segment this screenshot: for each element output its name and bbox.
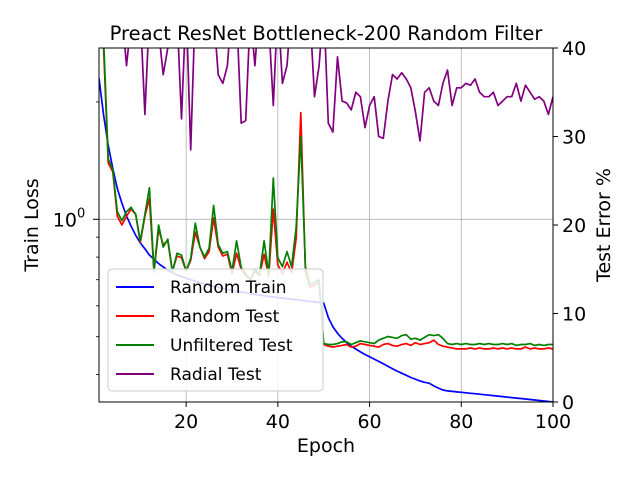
- series-line-unfiltered-test: [103, 48, 553, 347]
- x-tick-label: 40: [266, 411, 290, 433]
- right-tick-label: 0: [562, 392, 574, 414]
- right-tick-label: 40: [562, 38, 586, 60]
- left-axis-label: Train Loss: [21, 178, 43, 272]
- x-tick-label: 60: [357, 411, 381, 433]
- right-axis-label: Test Error %: [593, 168, 615, 283]
- x-axis: 20 40 60 80 100: [174, 402, 571, 433]
- x-axis-label: Epoch: [297, 435, 355, 457]
- legend-entry: Radial Test: [170, 365, 262, 385]
- x-tick-label: 100: [535, 411, 571, 433]
- x-tick-label: 20: [174, 411, 198, 433]
- legend-entry: Unfiltered Test: [170, 336, 293, 356]
- left-axis: 100: [53, 101, 99, 375]
- right-tick-label: 30: [562, 127, 586, 149]
- legend-box: [107, 268, 324, 392]
- legend-entry: Random Test: [170, 307, 280, 327]
- right-axis: 0 10 20 30 40: [553, 38, 586, 414]
- right-tick-label: 20: [562, 215, 586, 237]
- chart-title: Preact ResNet Bottleneck-200 Random Filt…: [110, 22, 544, 45]
- legend-entry: Random Train: [170, 278, 287, 298]
- right-tick-label: 10: [562, 304, 586, 326]
- left-tick-label: 100: [53, 206, 85, 231]
- x-tick-label: 80: [449, 411, 473, 433]
- series-line-radial-test: [124, 48, 553, 151]
- legend: Random Train Random Test Unfiltered Test Ra…: [107, 268, 324, 392]
